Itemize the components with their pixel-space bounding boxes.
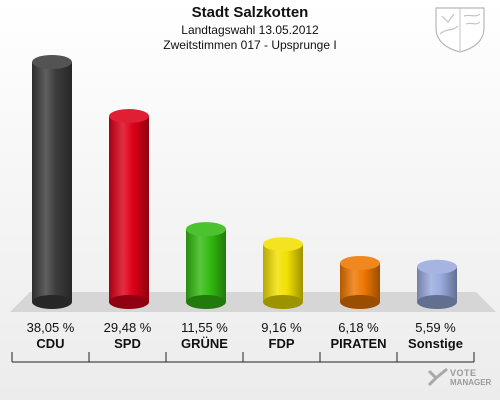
coat-of-arms-icon	[435, 7, 485, 53]
category-label: PIRATEN	[330, 336, 387, 351]
vote-manager-text-2: MANAGER	[450, 378, 492, 387]
bar-sonstige	[417, 259, 457, 309]
category-label: SPD	[114, 336, 141, 351]
bar-piraten	[340, 256, 380, 309]
bar-cdu	[32, 55, 72, 309]
vote-manager-logo: VOTE MANAGER	[426, 366, 491, 390]
bar-spd	[109, 109, 149, 309]
chart-subtitle-election: Landtagswahl 13.05.2012	[181, 23, 319, 37]
vote-manager-text-1: VOTE	[450, 368, 477, 378]
category-label: GRÜNE	[181, 336, 228, 351]
value-label: 9,16 %	[261, 320, 302, 335]
bar-grüne	[186, 222, 226, 309]
vote-manager-logo-icon	[427, 367, 448, 387]
value-label: 6,18 %	[338, 320, 379, 335]
bar-fdp	[263, 237, 303, 309]
category-label: Sonstige	[408, 336, 463, 351]
chart-subtitle-district: Zweitstimmen 017 - Upsprunge I	[163, 38, 337, 52]
value-label: 11,55 %	[181, 320, 228, 335]
chart-title: Stadt Salzkotten	[191, 4, 309, 21]
category-label: CDU	[36, 336, 65, 351]
value-label: 38,05 %	[26, 320, 75, 335]
category-label: FDP	[268, 336, 295, 351]
value-label: 5,59 %	[415, 320, 456, 335]
value-label: 29,48 %	[103, 320, 152, 335]
